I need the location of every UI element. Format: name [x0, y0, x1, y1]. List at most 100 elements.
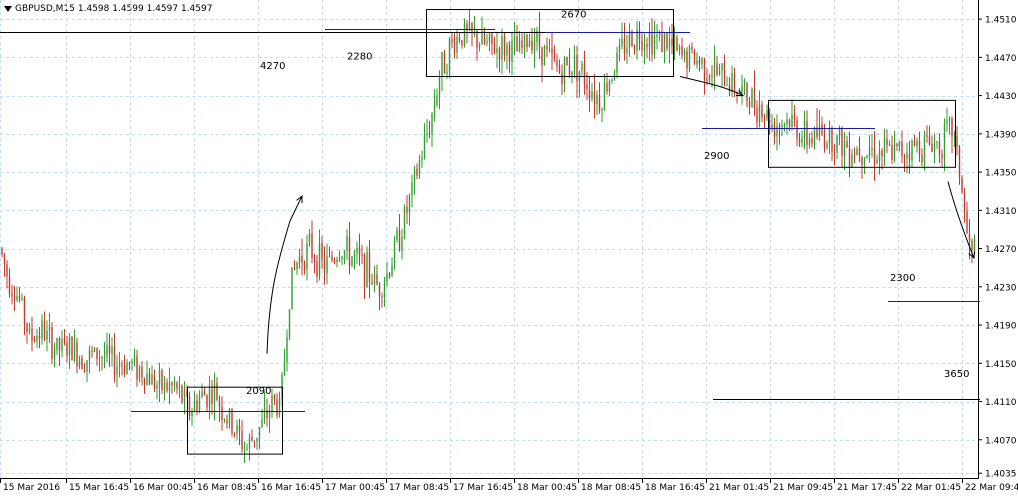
- candle-body: [696, 59, 698, 65]
- candle-body: [516, 36, 518, 52]
- candle-body: [353, 252, 356, 257]
- candle-body: [473, 30, 476, 32]
- candle-body: [731, 73, 733, 92]
- candle-body: [638, 29, 641, 41]
- candle-body: [498, 48, 501, 60]
- candle-body: [216, 382, 218, 401]
- candle-body: [798, 138, 801, 143]
- candle-body: [403, 206, 406, 237]
- candle-body: [318, 243, 321, 277]
- candle-body: [21, 298, 23, 300]
- candle-body: [438, 76, 441, 96]
- candle-body: [646, 44, 648, 48]
- dropdown-triangle-icon[interactable]: [4, 6, 12, 12]
- candle-body: [286, 337, 288, 363]
- candle-body: [346, 236, 348, 252]
- candle-body: [258, 427, 261, 439]
- time-tick-label: 16 Mar 16:45: [261, 483, 321, 493]
- candle-body: [886, 138, 888, 146]
- candle-body: [6, 264, 8, 277]
- candle-body: [213, 382, 216, 404]
- price-tick-label: 1.4390: [985, 130, 1017, 140]
- candle-body: [81, 357, 83, 370]
- candle-body: [828, 127, 831, 144]
- candle-body: [941, 154, 943, 159]
- candle-body: [583, 63, 586, 85]
- candle-body: [563, 57, 566, 84]
- candle-body: [588, 89, 591, 99]
- candle-body: [463, 23, 466, 46]
- candle-body: [211, 389, 213, 404]
- candle-body: [881, 150, 883, 157]
- candle-body: [153, 374, 156, 389]
- candle-body: [151, 374, 153, 385]
- candle-body: [266, 409, 268, 418]
- candle-body: [693, 49, 696, 65]
- candle-body: [398, 230, 401, 251]
- candle-body: [898, 141, 901, 146]
- price-tick-label: 1.4470: [985, 54, 1017, 64]
- price-tick-label: 1.4070: [985, 436, 1017, 446]
- candle-body: [378, 284, 381, 297]
- candle-body: [761, 104, 763, 118]
- candle-body: [558, 66, 561, 73]
- candle-body: [561, 72, 563, 84]
- price-tick-label: 1.4150: [985, 360, 1017, 370]
- candle-body: [281, 374, 283, 398]
- candle-body: [283, 362, 286, 375]
- candle-body: [781, 124, 783, 128]
- candle-body: [658, 33, 661, 36]
- candle-body: [231, 409, 233, 434]
- candle-body: [288, 309, 291, 338]
- drawn-arrow: [679, 75, 744, 97]
- candle-body: [903, 156, 906, 159]
- candle-body: [943, 123, 946, 159]
- candle-body: [223, 419, 226, 421]
- candle-body: [271, 395, 273, 412]
- candle-body: [556, 59, 558, 67]
- candle-body: [331, 256, 333, 261]
- candle-body: [756, 108, 758, 123]
- candle-body: [28, 328, 31, 332]
- candle-body: [718, 70, 721, 75]
- candle-body: [628, 31, 631, 49]
- candle-body: [551, 48, 553, 53]
- candle-body: [778, 125, 781, 128]
- level-annotation: 2280: [347, 51, 372, 62]
- candle-body: [788, 119, 791, 127]
- time-tick-label: 21 Mar 09:45: [773, 483, 833, 493]
- candle-body: [313, 257, 316, 261]
- candle-body: [171, 382, 173, 386]
- candle-body: [636, 29, 638, 51]
- arrow-head-icon: [296, 194, 303, 203]
- candle-body: [253, 440, 256, 442]
- candle-body: [441, 52, 443, 77]
- candle-body: [86, 360, 88, 372]
- candle-body: [871, 148, 873, 151]
- candle-body: [433, 104, 436, 114]
- candle-body: [431, 113, 433, 134]
- price-tick-label: 1.4510: [985, 16, 1017, 26]
- candle-body: [173, 382, 176, 386]
- candle-body: [333, 260, 336, 263]
- candle-body: [91, 350, 93, 352]
- candle-body: [858, 148, 861, 157]
- candle-body: [401, 236, 403, 251]
- time-tick-label: 16 Mar 08:45: [197, 483, 257, 493]
- candle-body: [93, 347, 96, 352]
- candle-body: [443, 52, 446, 74]
- candle-body: [491, 33, 493, 45]
- candle-body: [221, 406, 223, 420]
- candle-body: [363, 254, 366, 287]
- candle-body: [413, 168, 416, 183]
- candle-body: [16, 296, 18, 301]
- candle-body: [528, 40, 531, 47]
- candle-body: [418, 160, 421, 176]
- candle-body: [373, 274, 376, 284]
- candle-body: [53, 350, 56, 359]
- candle-body: [548, 48, 551, 50]
- candle-body: [836, 135, 838, 153]
- candle-body: [713, 63, 716, 77]
- time-tick-label: 16 Mar 00:45: [133, 483, 193, 493]
